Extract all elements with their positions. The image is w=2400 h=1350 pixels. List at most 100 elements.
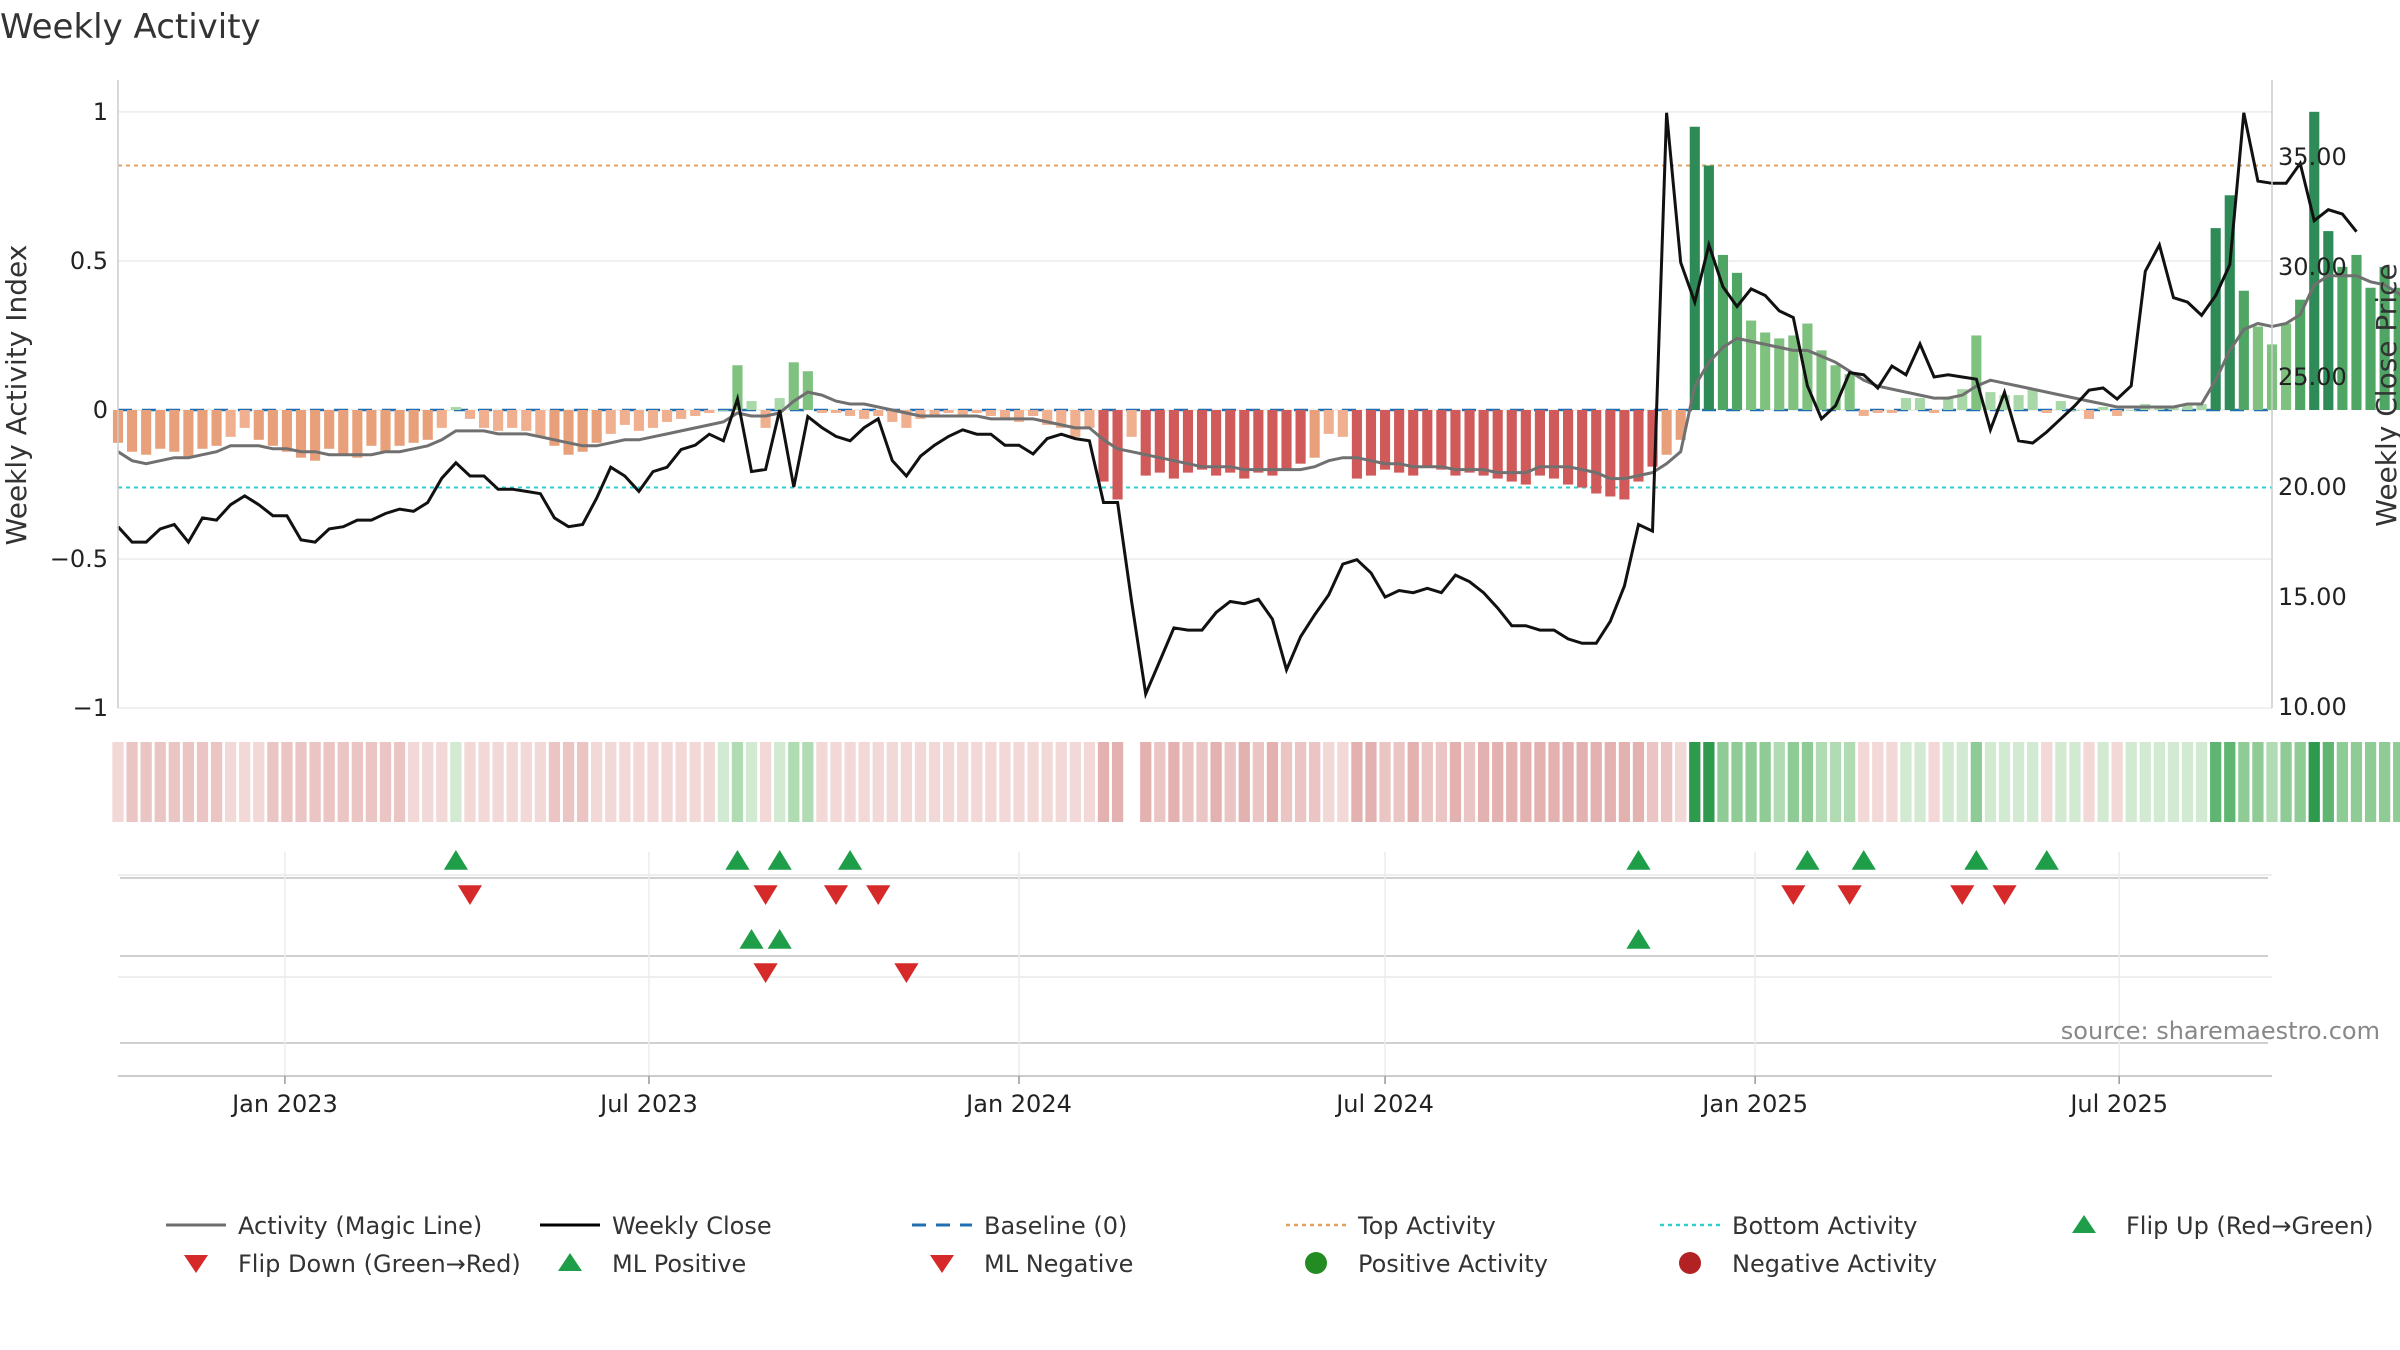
activity-strip-cell (1168, 742, 1180, 822)
activity-strip-cell (1942, 742, 1954, 822)
activity-bar (816, 410, 827, 413)
activity-bar (2055, 401, 2066, 410)
activity-strip-cell (830, 742, 842, 822)
chart-title: Weekly Activity (0, 7, 261, 47)
activity-strip-cell (2125, 742, 2137, 822)
activity-strip-cell (1252, 742, 1264, 822)
activity-bar (563, 410, 574, 455)
activity-bar (1492, 410, 1503, 479)
flip-up-marker (2034, 850, 2059, 870)
activity-strip-cell (647, 742, 659, 822)
activity-strip-cell (2224, 742, 2236, 822)
activity-bar (605, 410, 616, 434)
weekly-close-series (116, 112, 2358, 700)
activity-strip-cell (548, 742, 561, 822)
activity-bar (1647, 410, 1658, 467)
activity-bar (1506, 410, 1517, 482)
activity-bar (464, 410, 476, 419)
activity-strip-cell (379, 742, 392, 822)
activity-strip-cell (605, 742, 617, 822)
activity-strip-cell (267, 742, 279, 822)
x-tick-label: Jul 2024 (1334, 1090, 1434, 1118)
activity-strip-cell (928, 742, 941, 822)
activity-bar (1112, 410, 1123, 500)
activity-strip-cell (1351, 742, 1363, 822)
legend-item-top: Top Activity (1286, 1212, 1496, 1240)
activity-strip-cell (1041, 742, 1053, 822)
activity-bar (2069, 410, 2080, 411)
activity-bar (1225, 410, 1236, 473)
activity-strip-cell (154, 742, 166, 822)
activity-strip-cell (942, 742, 955, 822)
activity-bar (830, 410, 842, 413)
activity-bar (1351, 410, 1362, 479)
activity-bar (1999, 395, 2010, 410)
legend-item-flipdown: Flip Down (Green→Red) (184, 1250, 521, 1278)
activity-strip-cell (2322, 742, 2334, 822)
activity-strip-cell (337, 742, 349, 822)
activity-strip-cell (2097, 742, 2109, 822)
activity-strip-cell (1632, 742, 1645, 822)
activity-strip-cell (1224, 742, 1236, 822)
activity-bar (1098, 410, 1109, 482)
flip-up-marker (1964, 850, 1989, 870)
activity-strip-cell (492, 742, 504, 822)
activity-bar (2281, 323, 2292, 410)
flip-up-marker (725, 850, 750, 870)
activity-strip-cell (506, 742, 518, 822)
legend-item-baseline: Baseline (0) (912, 1212, 1127, 1240)
activity-strip-cell (2266, 742, 2278, 822)
ml-negative-marker (753, 963, 778, 983)
activity-strip-cell (900, 742, 913, 822)
activity-strip-cell (788, 742, 800, 822)
activity-bar (127, 410, 138, 452)
activity-bar (619, 410, 630, 425)
activity-strip-cell (576, 742, 589, 822)
activity-bar (1746, 320, 1757, 410)
activity-strip-cell (802, 742, 814, 822)
activity-strip-cell (2393, 742, 2400, 822)
activity-strip-cell (1097, 742, 1110, 822)
activity-bar (2210, 228, 2221, 410)
activity-strip-cell (1294, 742, 1307, 822)
activity-bar (1675, 410, 1686, 440)
activity-strip-cell (239, 742, 251, 822)
activity-bar (281, 410, 293, 452)
flip-down-marker (753, 885, 778, 905)
activity-strip-cell (1083, 742, 1096, 822)
activity-strip-cell (1914, 742, 1926, 822)
legend-item-magic: Activity (Magic Line) (166, 1212, 482, 1240)
activity-strip-cell (1998, 742, 2011, 822)
activity-strip-cell (2336, 742, 2349, 822)
activity-bar (450, 407, 461, 410)
source-note: source: sharemaestro.com (2061, 1017, 2380, 1045)
activity-bar (1731, 272, 1743, 410)
activity-bar (2083, 410, 2095, 419)
activity-strip-cell (1829, 742, 1842, 822)
activity-bar (1267, 410, 1278, 476)
activity-strip-cell (1477, 742, 1490, 822)
activity-strip-cell (1013, 742, 1025, 822)
activity-bar (943, 410, 954, 413)
activity-strip-cell (2378, 742, 2391, 822)
activity-bar (2182, 404, 2193, 410)
activity-strip-cell (591, 742, 603, 822)
activity-strip-cell (2111, 742, 2123, 822)
flip-down-marker (1837, 885, 1862, 905)
activity-bar (1900, 398, 1912, 410)
activity-strip-cell (1463, 742, 1476, 822)
activity-strip-cell (422, 742, 434, 822)
activity-strip-cell (253, 742, 265, 822)
activity-strip-cell (408, 742, 420, 822)
legend-label: Top Activity (1357, 1212, 1496, 1240)
activity-bar (521, 410, 532, 431)
flip-down-marker (457, 885, 483, 905)
activity-bar (2224, 195, 2235, 410)
activity-bar (1295, 410, 1306, 464)
activity-strip-cell (1562, 742, 1574, 822)
ml-positive-marker (767, 929, 792, 949)
activity-bar (267, 410, 278, 446)
activity-bar (718, 410, 729, 411)
activity-bar (647, 410, 659, 428)
legend-item-mlneg: ML Negative (930, 1250, 1133, 1278)
